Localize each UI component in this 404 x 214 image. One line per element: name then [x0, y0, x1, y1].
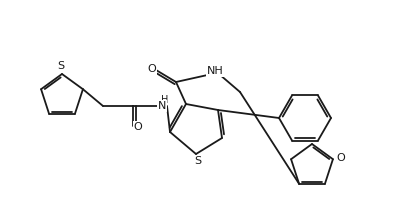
- Text: O: O: [134, 122, 142, 132]
- Text: N: N: [158, 101, 166, 111]
- Text: H: H: [161, 95, 169, 105]
- Text: NH: NH: [206, 66, 223, 76]
- Text: O: O: [337, 153, 345, 163]
- Text: S: S: [57, 61, 65, 71]
- Text: O: O: [147, 64, 156, 74]
- Text: S: S: [194, 156, 202, 166]
